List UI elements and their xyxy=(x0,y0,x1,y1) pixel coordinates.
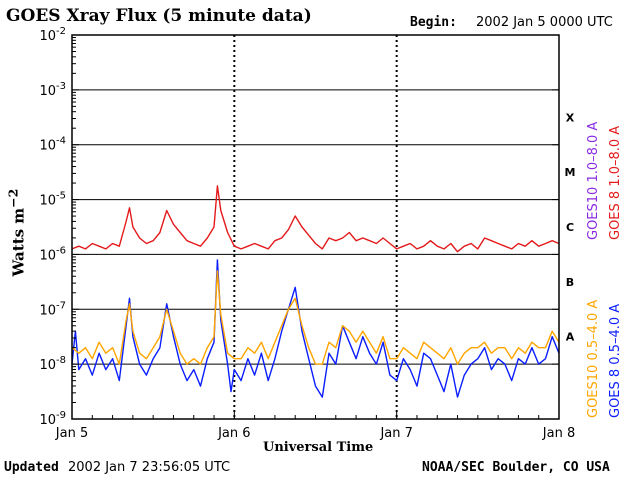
flare-class-m: M xyxy=(565,166,576,179)
x-tick-label: Jan 5 xyxy=(55,426,88,441)
flare-class-c: C xyxy=(566,221,574,234)
series-goes-8-1-0-8-0-a xyxy=(71,185,560,253)
plot-frame xyxy=(71,34,560,420)
credit-text: NOAA/SEC Boulder, CO USA xyxy=(422,460,610,475)
flare-class-b: B xyxy=(566,276,574,289)
legend-goes8-long: GOES 8 1.0–8.0 A xyxy=(608,125,623,240)
begin-label: Begin: xyxy=(410,15,457,30)
y-tick-label: 10-4 xyxy=(39,136,66,154)
y-tick-label: 10-8 xyxy=(39,355,66,373)
chart-grid xyxy=(72,35,559,419)
chart-series xyxy=(71,185,560,398)
x-tick-label: Jan 6 xyxy=(217,426,250,441)
flare-class-a: A xyxy=(566,331,575,344)
flare-class-x: X xyxy=(566,111,575,124)
updated-value: 2002 Jan 7 23:56:05 UTC xyxy=(68,460,231,475)
y-ticks: 10-2 10-3 10-4 10-5 10-6 10-7 10-8 10-9 xyxy=(39,26,559,428)
x-tick-label: Jan 7 xyxy=(379,426,412,441)
series-goes-8-0-5-4-0-a xyxy=(71,259,560,398)
flare-class-labels: X M C B A xyxy=(565,111,576,343)
x-axis-label: Universal Time xyxy=(263,440,374,455)
begin-value: 2002 Jan 5 0000 UTC xyxy=(476,15,613,30)
updated-label: Updated xyxy=(4,460,59,475)
chart-title: GOES Xray Flux (5 minute data) xyxy=(6,6,312,26)
legend-goes8-short: GOES 8 0.5–4.0 A xyxy=(608,303,623,418)
y-tick-label: 10-3 xyxy=(39,81,66,99)
x-ticks: Jan 5 Jan 6 Jan 7 Jan 8 xyxy=(55,412,575,441)
legend-goes10-short: GOES10 0.5–4.0 A xyxy=(586,299,601,418)
y-tick-label: 10-7 xyxy=(39,300,66,318)
y-tick-label: 10-6 xyxy=(39,245,66,263)
series-goes10-0-5-4-0-a xyxy=(71,270,560,365)
x-tick-label: Jan 8 xyxy=(542,426,575,441)
legend-goes10-long: GOES10 1.0–8.0 A xyxy=(586,121,601,240)
y-tick-label: 10-5 xyxy=(39,191,66,209)
y-tick-label: 10-9 xyxy=(39,410,66,428)
y-tick-label: 10-2 xyxy=(39,26,66,44)
